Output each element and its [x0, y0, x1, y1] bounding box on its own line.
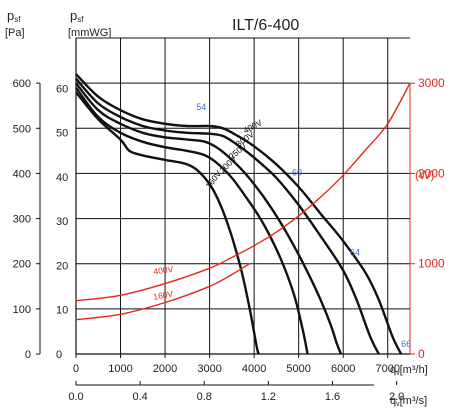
- x-m3h-tick-label: 4000: [242, 363, 266, 375]
- power-curve-label: 400V: [153, 264, 174, 277]
- power-curve-400v: [75, 82, 411, 302]
- airflow-marker-label: 66: [401, 339, 411, 349]
- y-axis-mmwg-label: psf: [70, 8, 84, 24]
- pressure-curve-300v: [75, 77, 380, 355]
- x-m3s-tick-label: 2.0: [389, 391, 404, 403]
- power-curve-label: 160V: [153, 288, 175, 301]
- pa-tick-label: 500: [13, 123, 31, 135]
- x-m3h-tick-label: 2000: [153, 363, 177, 375]
- y-axis-power-unit: (W): [415, 168, 434, 182]
- x-m3s-tick-label: 1.2: [261, 391, 276, 403]
- mmwg-tick-label: 40: [56, 172, 68, 184]
- mmwg-tick-label: 30: [56, 216, 68, 228]
- power-tick-label: 2000: [418, 166, 445, 180]
- x-m3s-tick-label: 0.8: [197, 391, 212, 403]
- pa-tick-label: 600: [13, 78, 31, 90]
- x-axis-m3h-label: qv[m³/h]: [390, 364, 428, 377]
- x-m3h-tick-label: 1000: [108, 363, 132, 375]
- mmwg-tick-label: 20: [56, 260, 68, 272]
- x-m3s-tick-label: 0.4: [132, 391, 147, 403]
- x-axis-m3s-label: qv[m³/s]: [390, 395, 427, 408]
- x-m3h-tick-label: 3000: [197, 363, 221, 375]
- data-series: [75, 73, 411, 355]
- mmwg-tick-label: 0: [56, 349, 62, 361]
- airflow-marker-label: 54: [196, 102, 206, 112]
- pressure-curve-400v: [75, 73, 403, 355]
- y-axis-mmwg-unit: [mmWG]: [68, 27, 111, 39]
- pa-tick-label: 0: [25, 349, 31, 361]
- x-m3s-tick-label: 1.6: [325, 391, 340, 403]
- pa-tick-label: 300: [13, 214, 31, 226]
- x-m3h-tick-label: 6000: [331, 363, 355, 375]
- pa-tick-label: 400: [13, 168, 31, 180]
- pressure-curve-200v: [75, 86, 309, 355]
- x-m3h-tick-label: 0: [73, 363, 79, 375]
- power-curve-160v: [75, 263, 251, 321]
- pressure-curve-250v: [75, 82, 343, 355]
- mmwg-tick-label: 50: [56, 128, 68, 140]
- y-axis-pa-unit: [Pa]: [5, 27, 25, 39]
- chart-title: ILT/6-400: [232, 17, 299, 34]
- x-m3h-tick-label: 7000: [375, 363, 399, 375]
- airflow-marker-label: 64: [350, 248, 360, 258]
- x-m3h-tick-label: 5000: [286, 363, 310, 375]
- power-tick-label: 3000: [418, 76, 445, 90]
- pa-tick-label: 100: [13, 304, 31, 316]
- x-m3s-tick-label: 0.0: [68, 391, 83, 403]
- axes: [36, 38, 415, 386]
- airflow-marker-label: 60: [292, 168, 302, 178]
- power-tick-label: 1000: [418, 257, 445, 271]
- pressure-curve-160v: [75, 91, 260, 355]
- pa-tick-label: 200: [13, 259, 31, 271]
- power-tick-label: 0: [418, 347, 425, 361]
- mmwg-tick-label: 10: [56, 305, 68, 317]
- y-axis-pa-label: psf: [7, 8, 21, 24]
- mmwg-tick-label: 60: [56, 83, 68, 95]
